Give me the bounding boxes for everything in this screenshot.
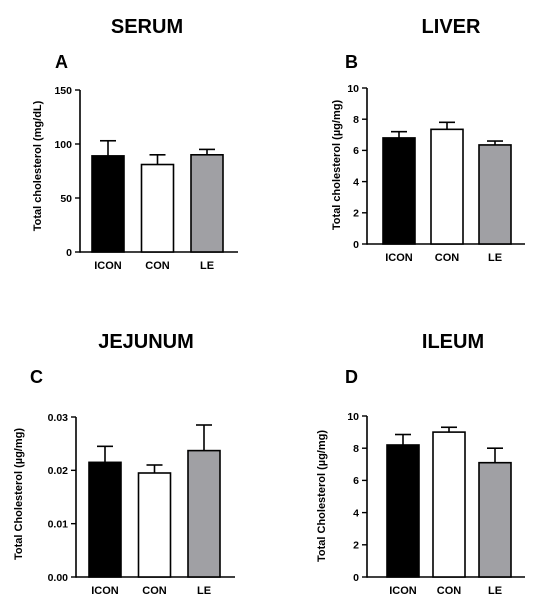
panel-b-liver: LIVER B Total cholesterol (µg/mg) 0 2 4 6 8 1… [331, 16, 525, 264]
x-tick-label-icon: ICON [94, 260, 122, 272]
x-tick-label-icon: ICON [385, 252, 413, 264]
panel-title: SERUM [111, 16, 183, 38]
bar-icon [88, 461, 122, 578]
y-tick-label: 10 [347, 83, 359, 95]
y-axis-label: Total Cholesterol (µg/mg) [13, 428, 25, 560]
x-tick-label-icon: ICON [389, 585, 417, 597]
y-axis-label: Total cholesterol (mg/dL) [32, 100, 44, 231]
bar-icon [91, 155, 125, 253]
bar-con [137, 472, 172, 578]
x-tick-label-le: LE [488, 585, 502, 597]
y-tick-label: 8 [353, 114, 359, 126]
bar-le [478, 144, 512, 245]
panel-title: ILEUM [422, 331, 484, 353]
bar-con [140, 163, 175, 253]
x-tick-label-con: CON [142, 585, 167, 597]
y-tick-label: 0.03 [48, 412, 69, 424]
x-tick-label-con: CON [145, 260, 170, 272]
x-tick-label-con: CON [435, 252, 460, 264]
y-tick-label: 8 [353, 443, 359, 455]
y-axis-label: Total cholesterol (µg/mg) [331, 100, 343, 231]
panel-letter: D [345, 367, 358, 387]
y-tick-label: 0 [353, 572, 359, 584]
y-tick-label: 4 [353, 507, 359, 519]
y-tick-label: 6 [353, 475, 359, 487]
x-tick-label-icon: ICON [91, 585, 119, 597]
y-tick-label: 6 [353, 145, 359, 157]
y-axis-label: Total Cholesterol (µg/mg) [316, 430, 328, 562]
panel-c-jejunum: JEJUNUM C Total Cholesterol (µg/mg) 0.00… [13, 331, 235, 597]
y-tick-label: 0 [353, 239, 359, 251]
y-tick-label: 2 [353, 540, 359, 552]
y-tick-label: 0.00 [48, 572, 69, 584]
y-tick-label: 0.02 [48, 465, 69, 477]
bar-le [187, 449, 221, 578]
y-tick-label: 2 [353, 208, 359, 220]
bar-le [478, 461, 512, 578]
panel-title: LIVER [422, 16, 481, 38]
x-tick-label-con: CON [437, 585, 462, 597]
y-tick-label: 50 [60, 193, 72, 205]
y-tick-label: 100 [54, 139, 72, 151]
panel-title: JEJUNUM [98, 331, 194, 353]
bar-con [432, 431, 466, 578]
bar-le [190, 154, 224, 253]
panel-letter: A [55, 52, 68, 72]
panel-a-serum: SERUM A Total cholesterol (mg/dL) 0 50 100… [32, 16, 238, 272]
panel-d-ileum: ILEUM D Total Cholesterol (µg/mg) 0 2 4 6 8 1… [316, 331, 525, 597]
y-tick-label: 150 [54, 85, 72, 97]
x-tick-label-le: LE [200, 260, 214, 272]
y-tick-label: 10 [347, 411, 359, 423]
y-tick-label: 0.01 [48, 518, 69, 530]
y-tick-label: 0 [66, 247, 72, 259]
x-tick-label-le: LE [197, 585, 211, 597]
bar-icon [386, 444, 420, 578]
x-tick-label-le: LE [488, 252, 502, 264]
bar-con [430, 128, 464, 245]
y-tick-label: 4 [353, 176, 359, 188]
panel-letter: B [345, 52, 358, 72]
panel-letter: C [30, 367, 43, 387]
bar-icon [382, 137, 416, 245]
